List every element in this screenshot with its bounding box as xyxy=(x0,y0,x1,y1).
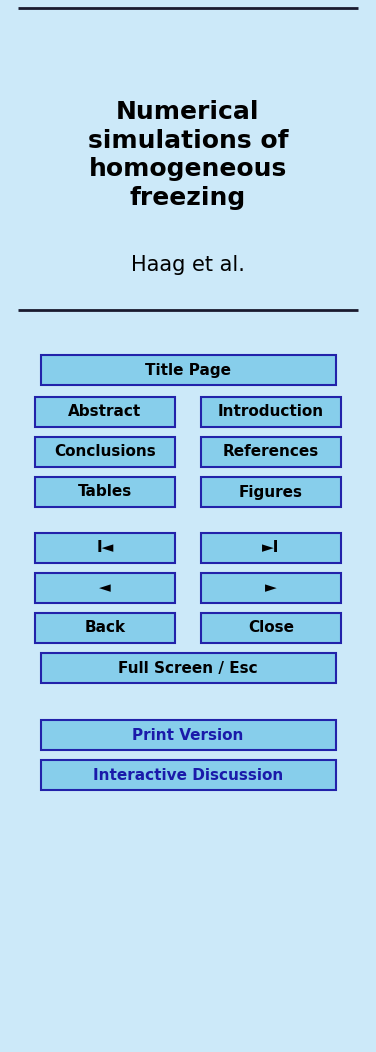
Text: Abstract: Abstract xyxy=(68,405,142,420)
FancyBboxPatch shape xyxy=(41,760,335,790)
FancyBboxPatch shape xyxy=(201,437,341,467)
FancyBboxPatch shape xyxy=(35,613,175,643)
FancyBboxPatch shape xyxy=(41,720,335,750)
FancyBboxPatch shape xyxy=(41,355,335,385)
FancyBboxPatch shape xyxy=(201,613,341,643)
Text: Figures: Figures xyxy=(239,485,303,500)
FancyBboxPatch shape xyxy=(35,437,175,467)
Text: References: References xyxy=(223,445,319,460)
Text: I◄: I◄ xyxy=(96,541,114,555)
FancyBboxPatch shape xyxy=(35,533,175,563)
Text: Interactive Discussion: Interactive Discussion xyxy=(93,768,283,783)
Text: Close: Close xyxy=(248,621,294,635)
Text: Title Page: Title Page xyxy=(145,363,231,378)
FancyBboxPatch shape xyxy=(35,397,175,427)
Text: Introduction: Introduction xyxy=(218,405,324,420)
FancyBboxPatch shape xyxy=(201,533,341,563)
FancyBboxPatch shape xyxy=(41,653,335,683)
FancyBboxPatch shape xyxy=(201,477,341,507)
Text: ►: ► xyxy=(265,581,277,595)
FancyBboxPatch shape xyxy=(201,573,341,603)
Text: Print Version: Print Version xyxy=(132,728,244,743)
FancyBboxPatch shape xyxy=(35,477,175,507)
Text: Back: Back xyxy=(85,621,126,635)
Text: Full Screen / Esc: Full Screen / Esc xyxy=(118,661,258,675)
FancyBboxPatch shape xyxy=(201,397,341,427)
Text: Haag et al.: Haag et al. xyxy=(131,255,245,275)
Text: ◄: ◄ xyxy=(99,581,111,595)
Text: Conclusions: Conclusions xyxy=(54,445,156,460)
FancyBboxPatch shape xyxy=(35,573,175,603)
Text: Tables: Tables xyxy=(78,485,132,500)
Text: Numerical
simulations of
homogeneous
freezing: Numerical simulations of homogeneous fre… xyxy=(88,100,288,210)
Text: ►I: ►I xyxy=(262,541,280,555)
